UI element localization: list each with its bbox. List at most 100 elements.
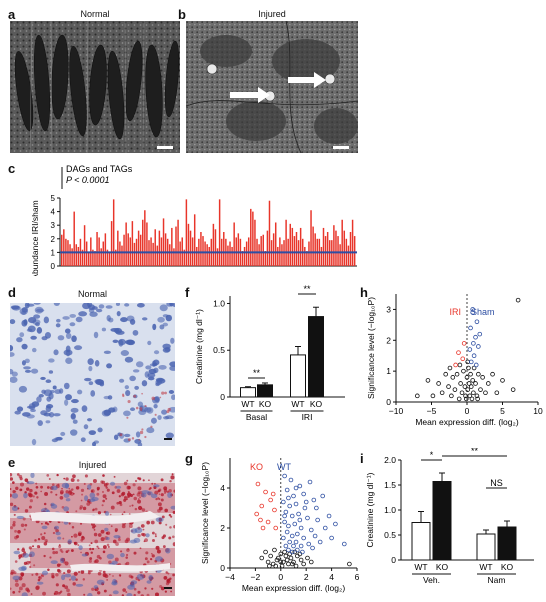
lipid-droplet <box>108 594 112 596</box>
lipid-droplet <box>150 425 153 428</box>
lipid-droplet <box>15 486 19 491</box>
significance-label: ** <box>303 284 311 294</box>
bar <box>233 222 235 266</box>
lipid-droplet <box>73 533 78 538</box>
lipid-droplet <box>169 480 172 483</box>
y-axis-label: Abundance IRI/sham <box>30 200 40 276</box>
lipid-droplet <box>33 564 36 567</box>
nucleus <box>95 379 105 386</box>
point-up-wt <box>293 501 299 507</box>
lipid-droplet <box>10 493 12 498</box>
bar <box>312 226 314 266</box>
panel-title-b: Injured <box>258 9 286 19</box>
nucleus <box>148 368 157 374</box>
nucleus <box>125 389 131 397</box>
nucleus <box>69 322 76 327</box>
x-tick-label: −10 <box>389 406 404 416</box>
bar <box>341 219 343 266</box>
lipid-droplet <box>59 495 64 500</box>
bar <box>121 245 123 266</box>
point-nonsignificant <box>446 384 451 389</box>
nucleus <box>112 339 119 343</box>
nucleus <box>147 376 155 381</box>
bar <box>156 245 159 266</box>
point-up-wt <box>314 505 319 511</box>
panel-label-i: i <box>360 451 364 466</box>
x-tick-label: 10 <box>533 406 543 416</box>
nucleus <box>88 365 93 372</box>
bar <box>229 241 231 266</box>
lipid-droplet <box>120 550 123 553</box>
nucleus <box>53 413 61 417</box>
panel-label-f: f <box>185 285 190 300</box>
nucleus <box>87 484 92 490</box>
bar <box>96 232 98 266</box>
lipid-droplet <box>154 413 157 416</box>
series-label-left: IRI <box>449 307 461 317</box>
bar <box>92 249 94 266</box>
nucleus <box>110 327 120 332</box>
category-label: WT <box>414 562 427 572</box>
point-up-wt <box>282 519 287 525</box>
point-nonsignificant <box>305 555 310 561</box>
bar <box>335 230 337 266</box>
bar <box>295 232 298 266</box>
lipid-droplet <box>122 588 127 592</box>
nucleus <box>170 337 175 344</box>
lipid-droplet <box>121 524 126 529</box>
bar <box>185 199 188 266</box>
lipid-droplet <box>155 497 158 501</box>
nucleus <box>145 365 152 370</box>
y-tick-label: 5 <box>51 194 56 203</box>
bar <box>142 219 144 266</box>
nucleus <box>56 318 61 323</box>
point-nonsignificant <box>450 375 456 380</box>
nucleus <box>113 534 121 539</box>
lipid-droplet <box>137 533 141 538</box>
nucleus <box>108 407 116 413</box>
nucleus <box>30 368 39 374</box>
histology-normal <box>10 303 175 446</box>
lipid-droplet <box>19 477 23 481</box>
point-nonsignificant <box>282 549 287 555</box>
bar <box>139 234 142 266</box>
lipid-droplet <box>17 529 21 534</box>
lipid-droplet <box>112 575 114 577</box>
lipid-droplet <box>164 508 168 513</box>
bar <box>112 199 115 266</box>
nucleus <box>70 407 79 413</box>
bar <box>243 246 246 266</box>
point-up-wt <box>317 539 323 545</box>
nucleus <box>93 331 99 339</box>
y-tick-label: 3 <box>386 304 391 314</box>
lipid-droplet <box>71 535 73 538</box>
nucleus <box>36 396 42 403</box>
bar <box>102 241 105 266</box>
lipid-droplet <box>137 590 141 594</box>
point-up-wt <box>300 549 305 555</box>
lipid-droplet <box>72 474 76 479</box>
lipid-droplet <box>159 396 162 399</box>
lipid-droplet <box>94 539 99 544</box>
nucleus <box>88 430 97 436</box>
lipid-droplet <box>146 520 150 525</box>
lipid-droplet <box>145 551 149 555</box>
bar <box>304 246 306 266</box>
lipid-droplet <box>125 556 128 559</box>
scale-bar-a <box>157 146 173 149</box>
lipid-droplet <box>79 522 83 525</box>
lipid-droplet <box>131 504 134 507</box>
nucleus <box>153 403 158 409</box>
lipid-droplet <box>170 515 173 518</box>
nucleus <box>30 335 37 340</box>
bar <box>268 200 271 266</box>
lipid-droplet <box>162 545 166 548</box>
point-nonsignificant <box>272 547 277 553</box>
lipid-droplet <box>20 572 25 577</box>
tissue-band <box>10 573 175 596</box>
point-nonsignificant <box>469 396 475 402</box>
lipid-droplet <box>84 474 88 478</box>
lipid-droplet <box>69 491 74 496</box>
bar <box>252 211 254 266</box>
nucleus <box>135 431 141 438</box>
